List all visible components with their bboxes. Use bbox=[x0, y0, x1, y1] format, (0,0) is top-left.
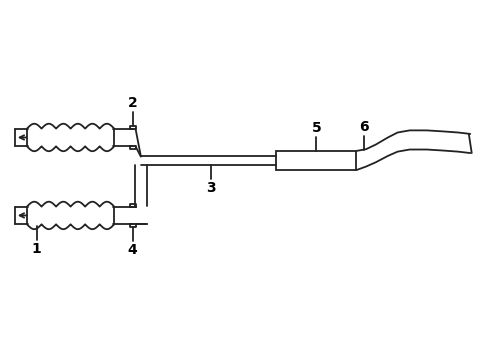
Text: 1: 1 bbox=[32, 242, 42, 256]
Text: 5: 5 bbox=[312, 121, 321, 135]
Text: 2: 2 bbox=[128, 96, 138, 110]
Text: 3: 3 bbox=[206, 181, 216, 195]
Text: 4: 4 bbox=[128, 243, 138, 257]
Bar bbox=[276, 151, 356, 170]
Text: 6: 6 bbox=[359, 120, 368, 134]
